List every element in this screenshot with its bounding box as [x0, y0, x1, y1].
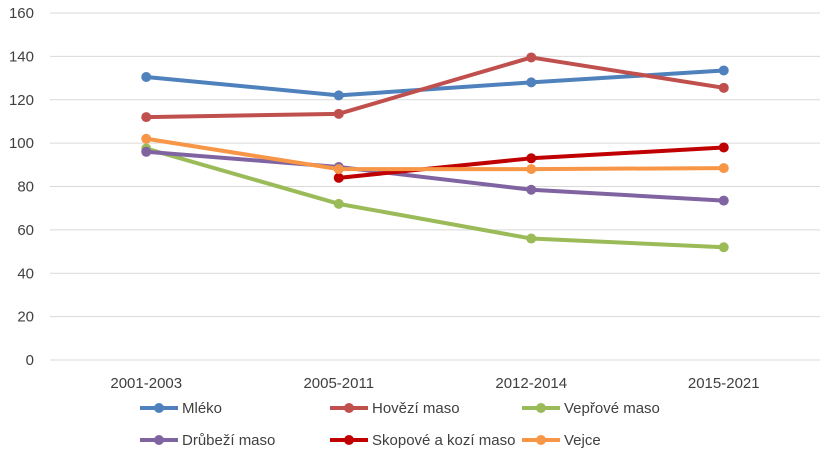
data-point	[718, 195, 729, 206]
legend-item: Drůbeží maso	[140, 432, 275, 449]
y-tick-label: 20	[17, 309, 34, 326]
data-point	[333, 198, 344, 209]
data-point	[718, 82, 729, 93]
data-point	[333, 90, 344, 101]
legend-marker	[344, 435, 354, 445]
legend-item: Skopové a kozí maso	[330, 432, 515, 449]
x-tick-label: 2005-2011	[303, 375, 374, 392]
legend-item: Vejce	[522, 432, 601, 449]
data-point	[141, 146, 152, 157]
series-1	[141, 52, 729, 123]
series-4	[333, 142, 729, 183]
x-tick-label: 2001-2003	[110, 375, 182, 392]
y-tick-label: 60	[17, 222, 34, 239]
series-line	[144, 146, 726, 250]
y-axis-ticks: 0 20 40 60 80 100 120 140 160	[9, 5, 34, 369]
legend-marker	[536, 403, 546, 413]
data-point	[333, 172, 344, 183]
legend-marker	[344, 403, 354, 413]
data-point	[526, 153, 537, 164]
legend-item: Mléko	[140, 400, 222, 417]
data-point	[526, 184, 537, 195]
series-line	[144, 55, 726, 120]
legend-label: Mléko	[182, 400, 222, 417]
legend-marker	[154, 403, 164, 413]
y-tick-label: 40	[17, 265, 34, 282]
series-line	[144, 149, 726, 203]
legend-label: Hovězí maso	[372, 400, 460, 417]
data-point	[333, 108, 344, 119]
data-point	[141, 112, 152, 123]
legend-item: Vepřové maso	[522, 400, 660, 417]
data-point	[526, 233, 537, 244]
legend-item: Hovězí maso	[330, 400, 460, 417]
series-group	[141, 52, 729, 253]
data-point	[141, 133, 152, 144]
y-tick-label: 120	[9, 92, 34, 109]
series-3	[141, 146, 729, 206]
data-point	[718, 65, 729, 76]
legend-label: Vepřové maso	[564, 400, 660, 417]
data-point	[526, 77, 537, 88]
x-tick-label: 2015-2021	[688, 375, 760, 392]
legend-label: Skopové a kozí maso	[372, 432, 515, 449]
data-point	[718, 242, 729, 253]
legend-label: Vejce	[564, 432, 601, 449]
x-tick-label: 2012-2014	[495, 375, 567, 392]
y-tick-label: 140	[9, 48, 34, 65]
legend: Mléko Hovězí maso Vepřové maso Drůbeží maso…	[140, 400, 660, 449]
data-point	[333, 164, 344, 175]
y-tick-label: 80	[17, 179, 34, 196]
data-point	[718, 142, 729, 153]
y-tick-label: 160	[9, 5, 34, 22]
legend-marker	[154, 435, 164, 445]
gridlines	[50, 12, 820, 361]
legend-label: Drůbeží maso	[182, 432, 275, 449]
data-point	[718, 163, 729, 174]
series-line	[144, 68, 726, 98]
y-tick-label: 100	[9, 135, 34, 152]
legend-marker	[536, 435, 546, 445]
data-point	[141, 71, 152, 82]
series-line	[144, 136, 726, 172]
data-point	[526, 52, 537, 63]
series-0	[141, 65, 729, 101]
y-tick-label: 0	[26, 352, 34, 369]
series-5	[141, 133, 729, 175]
data-point	[526, 164, 537, 175]
x-axis-ticks: 2001-2003 2005-2011 2012-2014 2015-2021	[110, 375, 759, 392]
